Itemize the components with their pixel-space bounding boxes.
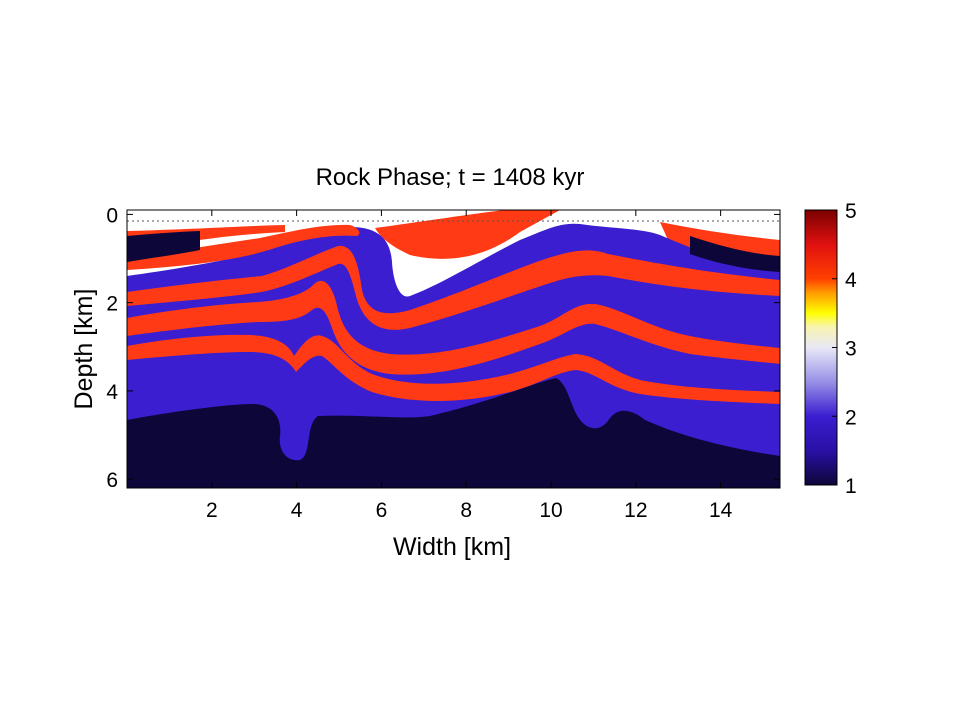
colorbar-tick-label: 2 [845,406,857,429]
plot-frame [126,209,781,489]
surface-basement-right [690,236,780,272]
y-tick-label: 4 [106,381,118,404]
chart-title: Rock Phase; t = 1408 kyr [316,164,585,191]
layer-red-b [127,245,780,330]
y-tick-label: 2 [106,293,118,316]
x-axis-label: Width [km] [393,533,511,561]
x-tick-label: 2 [206,499,218,522]
x-tick-label: 4 [291,499,303,522]
colorbar-tick-label: 4 [845,269,857,292]
y-axis: 0 2 4 6 [106,204,780,492]
colorbar-tick-label: 5 [845,200,857,223]
y-tick-label: 0 [106,204,118,227]
surface-basement-left [127,231,200,262]
x-tick-label: 6 [376,499,388,522]
basement [127,378,780,488]
colorbar-tick-label: 3 [845,338,857,361]
surface-deposit-left [127,225,285,252]
colorbar: 1 2 3 4 5 [804,200,857,498]
colorbar-tick-label: 1 [845,475,857,498]
plot-area [127,210,780,488]
layer-red-a [127,224,360,270]
x-tick-label: 12 [624,499,647,522]
colorbar-gradient [804,209,838,486]
x-axis: 2 4 6 8 10 12 14 [206,210,733,522]
y-tick-label: 6 [106,469,118,492]
surface-deposit-central [375,210,560,259]
layer-red-c [127,280,780,375]
x-tick-label: 8 [460,499,472,522]
x-tick-label: 10 [539,499,562,522]
x-tick-label: 14 [709,499,733,522]
layer-red-d [127,334,780,404]
y-axis-label: Depth [km] [70,289,98,410]
